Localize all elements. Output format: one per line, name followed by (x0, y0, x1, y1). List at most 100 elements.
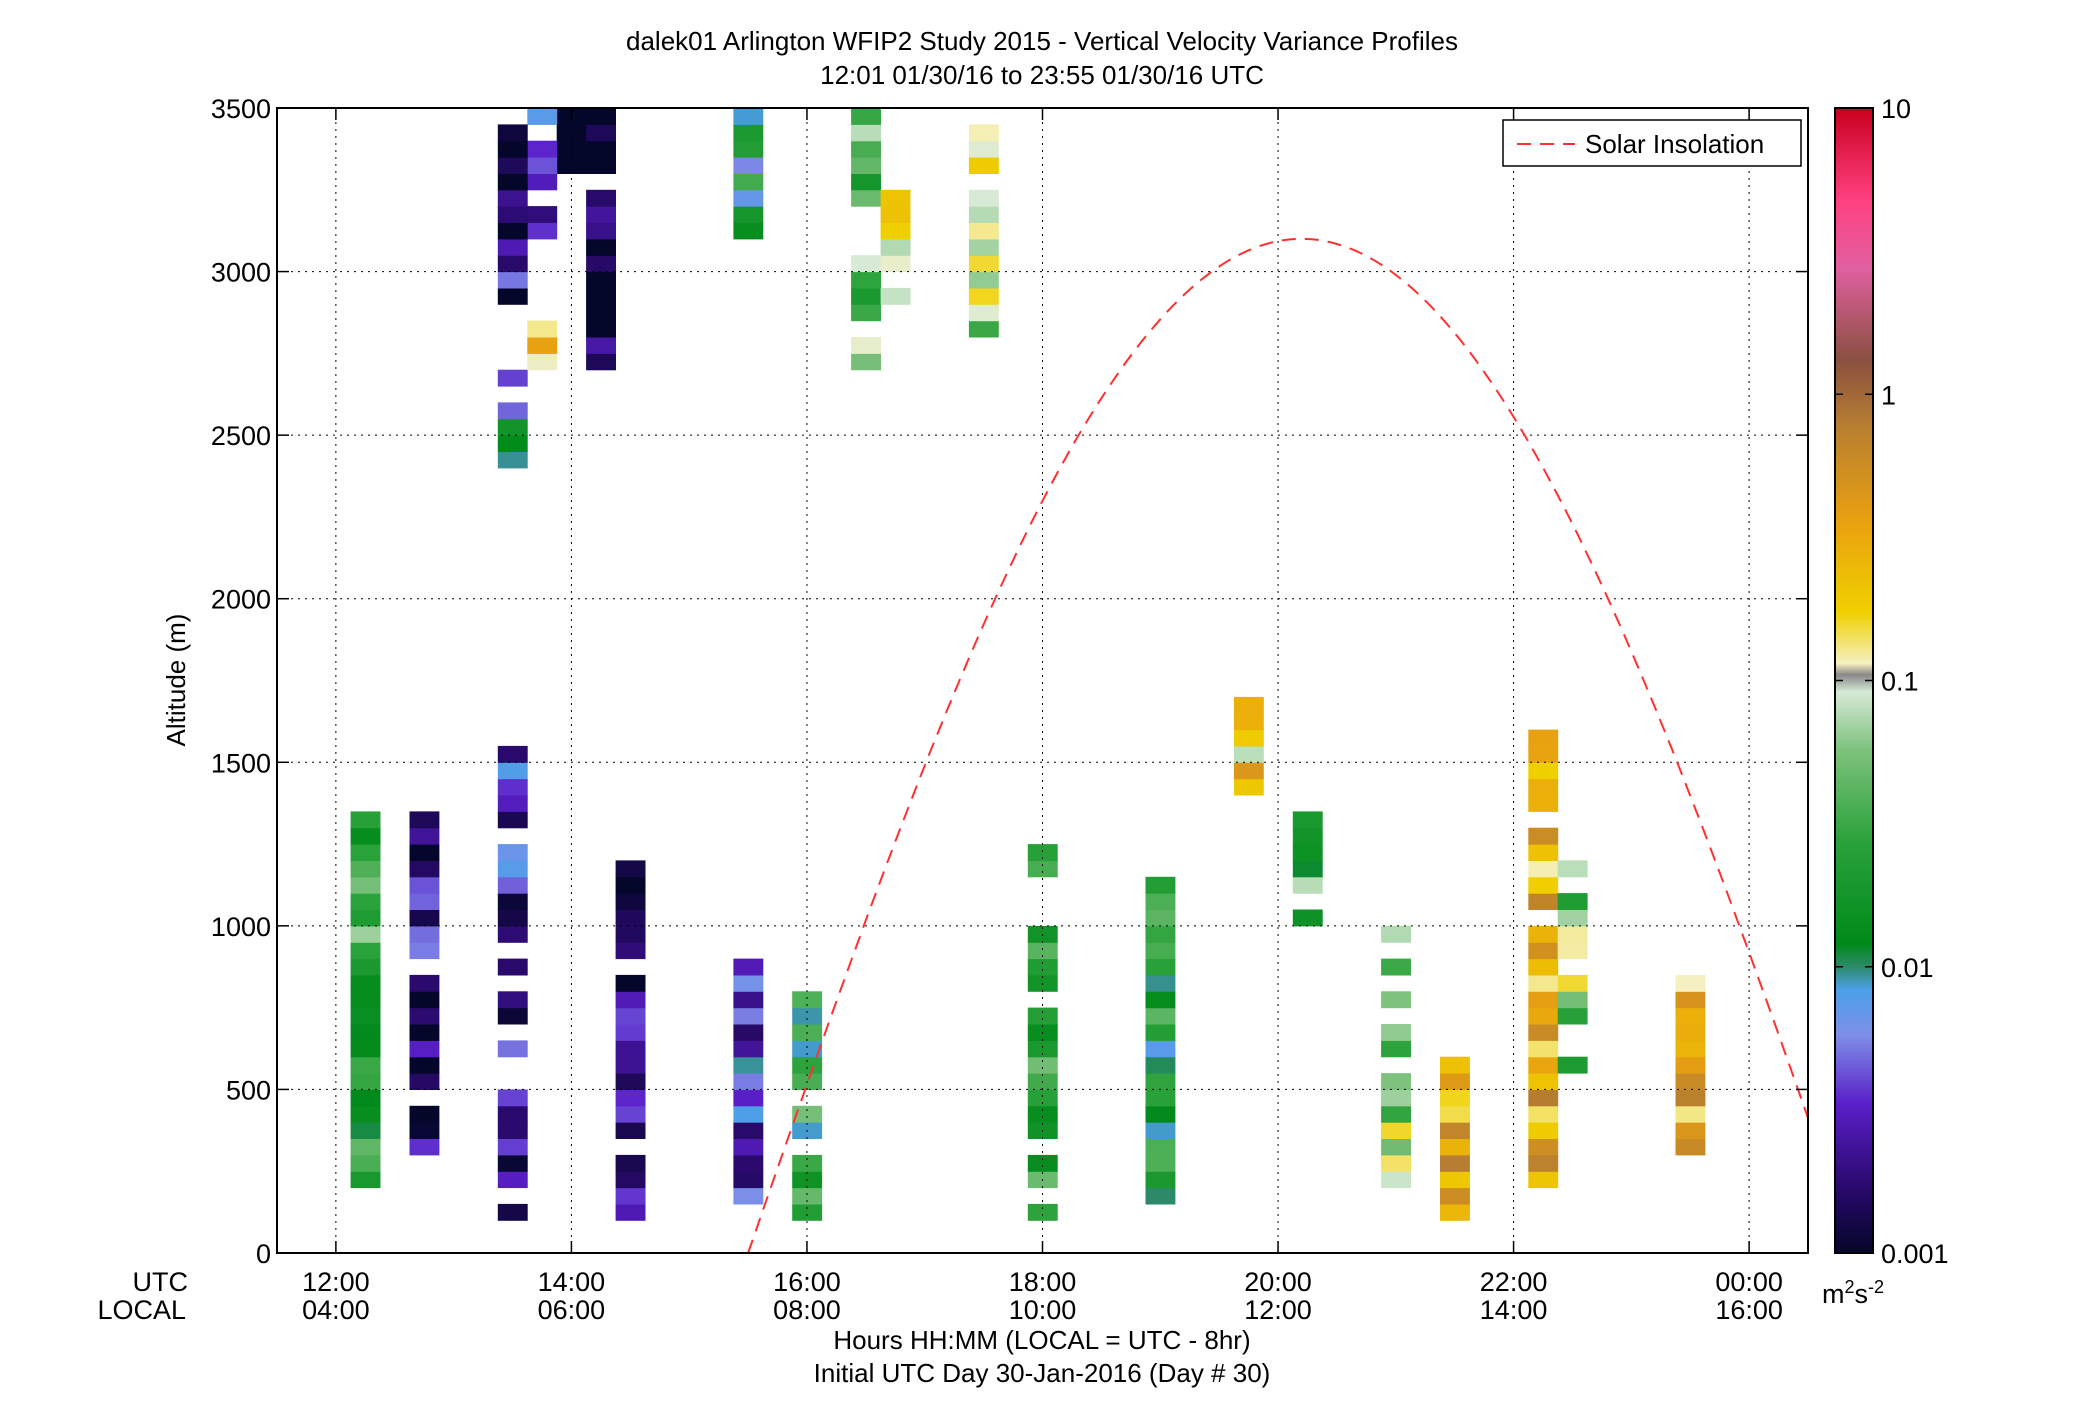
variance-cell (615, 1105, 646, 1123)
variance-cell (1145, 1122, 1176, 1139)
chart-title-line2: 12:01 01/30/16 to 23:55 01/30/16 UTC (820, 60, 1264, 90)
x-tick-label-local: 06:00 (538, 1295, 606, 1325)
variance-cell (1557, 991, 1588, 1009)
variance-cell (586, 255, 616, 273)
variance-cell (615, 1203, 646, 1221)
variance-cell (527, 108, 558, 125)
y-tick-label: 3000 (211, 258, 271, 288)
variance-cell (733, 1138, 764, 1156)
grid-lines (277, 108, 1808, 1253)
variance-cell (1675, 1073, 1706, 1090)
variance-cell (497, 238, 528, 256)
variance-cell (350, 1040, 381, 1058)
variance-cell (497, 991, 528, 1009)
variance-cell (1528, 1122, 1559, 1139)
x-axis-label-line2: Initial UTC Day 30-Jan-2016 (Day # 30) (814, 1358, 1271, 1388)
x-axis-label-line1: Hours HH:MM (LOCAL = UTC - 8hr) (833, 1325, 1250, 1355)
variance-cell (615, 1122, 646, 1139)
variance-cell (1528, 991, 1559, 1009)
variance-cell (1528, 974, 1559, 992)
variance-cell (1027, 860, 1058, 878)
variance-cell (350, 827, 381, 845)
variance-cell (409, 1024, 440, 1041)
variance-cell (851, 337, 881, 354)
x-tick-label-local: 14:00 (1480, 1295, 1548, 1325)
variance-cell (1381, 1040, 1411, 1058)
variance-cell (527, 320, 558, 338)
variance-cell (409, 893, 440, 910)
variance-cell (1675, 991, 1706, 1009)
x-tick-label-utc: 18:00 (1009, 1267, 1077, 1297)
variance-cell (1528, 876, 1559, 894)
variance-cell (409, 942, 440, 960)
variance-cell (1145, 974, 1176, 992)
variance-cell (1528, 958, 1559, 976)
variance-cell (968, 157, 999, 174)
variance-cell (497, 124, 528, 142)
variance-cell (968, 255, 999, 273)
variance-cell (733, 1040, 764, 1058)
variance-cell (497, 811, 528, 829)
variance-cell (497, 1171, 528, 1189)
colorbar-ticks: 0.001 0.01 0.1 1 10 (1835, 94, 1949, 1269)
variance-cell (556, 140, 587, 158)
y-axis-label: Altitude (m) (161, 614, 191, 747)
variance-cell (1233, 778, 1264, 796)
variance-cell (1145, 1007, 1176, 1025)
variance-cell (1292, 844, 1323, 861)
variance-cell (350, 876, 381, 894)
variance-cell (1557, 942, 1588, 960)
variance-cell (497, 958, 528, 976)
x-tick-label-local: 04:00 (302, 1295, 370, 1325)
variance-cell (1675, 1089, 1706, 1107)
variance-cell (792, 1056, 823, 1074)
variance-cell (586, 189, 616, 207)
variance-cell (1528, 778, 1559, 796)
variance-cell (733, 958, 764, 976)
variance-cell (1233, 713, 1264, 731)
variance-cell (615, 893, 646, 910)
x-tick-label-utc: 00:00 (1715, 1267, 1783, 1297)
variance-cell (350, 1007, 381, 1025)
variance-cell (497, 157, 528, 174)
variance-cell (409, 844, 440, 861)
x-row-label-utc: UTC (133, 1267, 189, 1297)
variance-cell (586, 206, 616, 223)
variance-cell (1145, 1040, 1176, 1058)
variance-cell (1528, 1073, 1559, 1090)
variance-cell (615, 1040, 646, 1058)
variance-cell (350, 925, 381, 943)
variance-cell (733, 1089, 764, 1107)
variance-cell (1292, 827, 1323, 845)
variance-cell (1145, 1154, 1176, 1172)
variance-cell (733, 974, 764, 992)
variance-cell (1675, 1024, 1706, 1041)
variance-cell (792, 1007, 823, 1025)
variance-cell (733, 1171, 764, 1189)
variance-cell (1675, 1007, 1706, 1025)
variance-cell (1027, 1154, 1058, 1172)
variance-cell (497, 271, 528, 289)
variance-cell (1145, 1138, 1176, 1156)
variance-cell (1145, 1187, 1176, 1205)
variance-cell (733, 1056, 764, 1074)
variance-cell (1027, 1203, 1058, 1221)
variance-cell (851, 271, 881, 289)
variance-cell (350, 942, 381, 960)
y-tick-label: 1500 (211, 748, 271, 778)
variance-cell (1440, 1203, 1470, 1221)
variance-cell (497, 1040, 528, 1058)
variance-cell (733, 1007, 764, 1025)
variance-cell (1528, 1024, 1559, 1041)
variance-cell (1292, 811, 1323, 829)
variance-cell (880, 189, 911, 207)
variance-cell (880, 238, 911, 256)
variance-cell (350, 1073, 381, 1090)
variance-cell (615, 860, 646, 878)
variance-cell (497, 1154, 528, 1172)
variance-cell (586, 353, 616, 371)
variance-cell (1381, 1171, 1411, 1189)
colorbar-units: m2s-2 (1822, 1277, 1884, 1309)
variance-cell (409, 1007, 440, 1025)
